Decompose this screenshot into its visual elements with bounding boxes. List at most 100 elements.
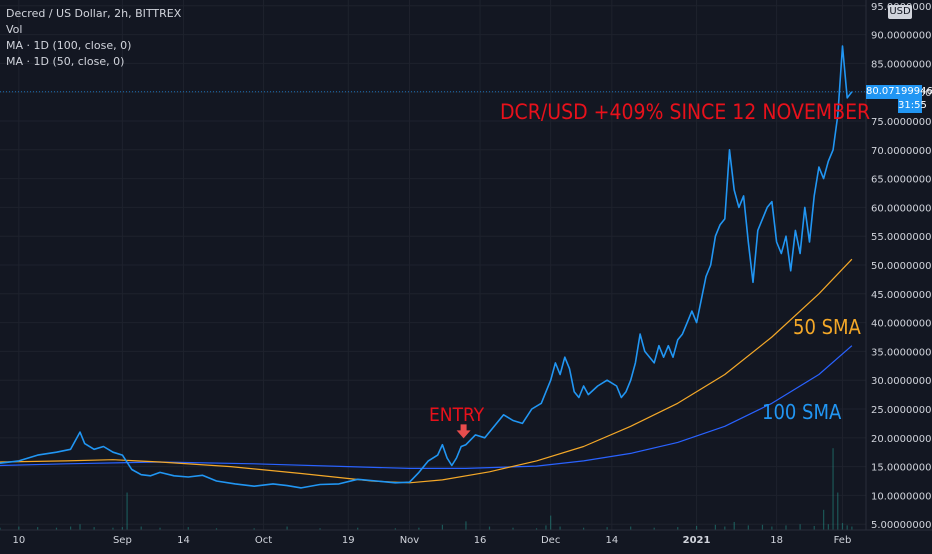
y-tick-label: 70.00000000 (871, 146, 932, 157)
y-tick-label: 60.00000000 (871, 203, 932, 214)
y-tick-label: 30.00000000 (871, 376, 932, 387)
entry-arrow-icon (456, 424, 471, 439)
volume-bar (140, 526, 142, 530)
y-tick-label: 50.00000000 (871, 261, 932, 272)
x-tick-label: Dec (541, 535, 560, 546)
y-tick-label: 20.00000000 (871, 434, 932, 445)
volume-bar (827, 524, 829, 530)
series-layer (0, 45, 853, 489)
price-axis: 95.0000000090.0000000085.0000000080.0000… (871, 2, 932, 531)
entry-arrow-layer (456, 424, 471, 439)
x-tick-label: Oct (255, 535, 272, 546)
volume-bar (653, 527, 655, 530)
volume-bar (79, 524, 81, 530)
headline-annotation: DCR/USD +409% SINCE 12 NOVEMBER (500, 100, 871, 124)
y-tick-label: 65.00000000 (871, 175, 932, 186)
volume-bar (799, 524, 801, 530)
price-line (0, 45, 853, 489)
volume-bars (0, 448, 853, 530)
volume-bar (93, 527, 95, 530)
currency-badge[interactable]: USD (888, 5, 912, 19)
y-tick-label: 10.00000000 (871, 491, 932, 502)
volume-bar (550, 515, 552, 530)
x-tick-label: 14 (177, 535, 190, 546)
x-tick-label: 10 (12, 535, 25, 546)
volume-bar (677, 527, 679, 530)
sma50-annotation: 50 SMA (793, 315, 861, 339)
volume-bar (418, 527, 420, 530)
y-tick-label: 45.00000000 (871, 290, 932, 301)
volume-bar (286, 526, 288, 530)
volume-bar (187, 527, 189, 530)
y-tick-label: 40.00000000 (871, 319, 932, 330)
volume-bar (771, 526, 773, 530)
volume-bar (0, 527, 1, 530)
volume-bar (695, 525, 698, 530)
volume-bar (126, 492, 128, 530)
vol-indicator-label[interactable]: Vol (6, 23, 23, 36)
volume-bar (841, 523, 844, 530)
volume-bar (215, 528, 218, 530)
volume-bar (159, 527, 161, 530)
bar-countdown-tag: 31:55 (898, 98, 927, 113)
volume-bar (69, 526, 72, 530)
y-tick-label: 75.00000000 (871, 117, 932, 128)
volume-bar (488, 526, 491, 530)
chart-legend: Decred / US Dollar, 2h, BITTREX Vol MA ·… (6, 6, 181, 70)
volume-bar (606, 527, 608, 530)
volume-bar (785, 525, 787, 530)
volume-bar (837, 492, 839, 530)
volume-bar (112, 527, 114, 530)
sma50-line (0, 258, 853, 484)
y-tick-label: 85.00000000 (871, 59, 932, 70)
x-tick-label: 18 (770, 535, 783, 546)
volume-bar (55, 527, 58, 530)
y-tick-label: 5.00000000 (871, 520, 931, 531)
volume-bar (535, 528, 538, 530)
volume-bar (846, 525, 848, 530)
x-tick-label: 16 (474, 535, 487, 546)
symbol-title[interactable]: Decred / US Dollar, 2h, BITTREX (6, 7, 182, 20)
y-tick-label: 55.00000000 (871, 232, 932, 243)
volume-bar (465, 521, 467, 530)
entry-annotation: ENTRY (429, 404, 485, 426)
volume-bar (851, 526, 853, 530)
volume-bar (832, 448, 834, 530)
y-tick-label: 90.00000000 (871, 31, 932, 42)
volume-bar (583, 527, 585, 530)
y-tick-label: 15.00000000 (871, 463, 932, 474)
volume-bar (319, 528, 321, 530)
volume-bar (441, 524, 444, 530)
volume-bar (37, 527, 39, 530)
x-tick-label: 14 (605, 535, 618, 546)
volume-bar (512, 527, 514, 530)
volume-bar (714, 524, 716, 530)
x-tick-label: Feb (834, 535, 852, 546)
y-tick-label: 25.00000000 (871, 405, 932, 416)
volume-bar (253, 528, 255, 530)
volume-bar (357, 527, 359, 530)
volume-bar (18, 526, 20, 530)
last-price-tag: 80.07199946 (866, 84, 932, 99)
x-tick-label: Sep (113, 535, 132, 546)
volume-bar (559, 526, 561, 530)
volume-bar (121, 527, 123, 530)
volume-bar (394, 528, 396, 530)
volume-bar (724, 526, 726, 530)
volume-bar (823, 509, 825, 530)
sma100-annotation: 100 SMA (762, 400, 842, 424)
volume-bar (630, 526, 632, 530)
x-tick-label: Nov (400, 535, 420, 546)
volume-bar (813, 525, 815, 530)
y-tick-label: 35.00000000 (871, 347, 932, 358)
volume-bar (747, 525, 749, 530)
x-tick-label: 19 (342, 535, 355, 546)
ma50-indicator-label[interactable]: MA · 1D (50, close, 0) (6, 55, 125, 68)
grid (0, 0, 866, 530)
x-tick-label: 2021 (683, 535, 711, 546)
ma100-indicator-label[interactable]: MA · 1D (100, close, 0) (6, 39, 132, 52)
time-axis: 10 Sep 14 Oct 19 Nov 16 Dec 14 2021 18 Feb (12, 535, 851, 546)
sma100-line (0, 345, 853, 469)
